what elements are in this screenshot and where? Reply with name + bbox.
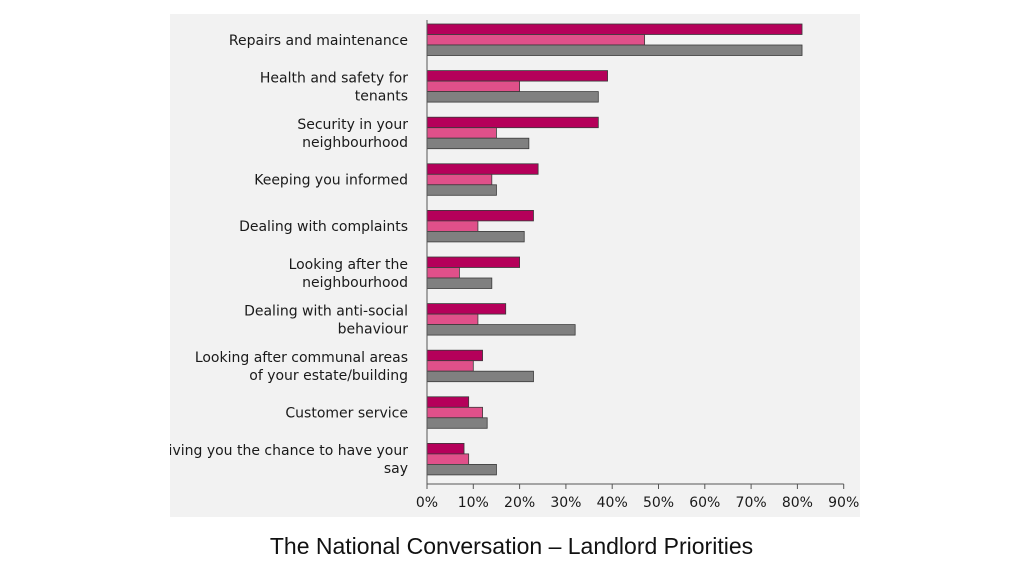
- bar-5-series-3: [426, 230, 525, 243]
- bar-7-series-2: [426, 313, 479, 326]
- bar-3-series-1: [426, 116, 599, 129]
- bar-2-series-1: [426, 70, 608, 82]
- category-label-5: Dealing with complaints: [239, 219, 408, 235]
- bar-6-series-2: [426, 267, 460, 279]
- bar-5-series-1: [426, 209, 534, 222]
- category-label-8-line-2: of your estate/building: [249, 368, 408, 384]
- category-label-6-line-2: neighbourhood: [302, 275, 408, 291]
- category-label-9: Customer service: [285, 406, 408, 422]
- bar-10-series-3: [426, 463, 497, 476]
- category-label-7-line-2: behaviour: [338, 321, 409, 337]
- x-tick-label-3: 20%: [504, 495, 535, 511]
- x-tick-label-5: 40%: [597, 495, 628, 511]
- bar-8-series-1: [426, 349, 483, 362]
- bar-4-series-3: [426, 184, 497, 196]
- category-label-10-line-1: Giving you the chance to have your: [170, 443, 408, 459]
- bar-9-series-2: [426, 406, 483, 419]
- bar-6-series-3: [426, 277, 493, 289]
- x-tick-label-8: 70%: [736, 495, 767, 511]
- bar-4-series-1: [426, 163, 539, 175]
- bar-10-series-1: [426, 442, 465, 455]
- bar-1-series-2: [426, 34, 646, 46]
- category-label-1: Repairs and maintenance: [229, 33, 408, 49]
- bar-9-series-3: [426, 417, 488, 429]
- x-tick-label-6: 50%: [643, 495, 674, 511]
- bar-8-series-3: [426, 370, 534, 383]
- x-tick-label-9: 80%: [782, 495, 813, 511]
- x-tick-label-1: 0%: [416, 495, 438, 511]
- bar-2-series-3: [426, 91, 599, 103]
- bar-8-series-2: [426, 360, 474, 372]
- bar-1-series-1: [426, 23, 803, 35]
- bar-2-series-2: [426, 80, 520, 92]
- bar-1-series-3: [426, 44, 803, 56]
- category-label-4: Keeping you informed: [254, 173, 408, 189]
- category-label-2-line-2: tenants: [355, 88, 408, 104]
- category-label-2-line-1: Health and safety for: [260, 70, 408, 86]
- bar-6-series-1: [426, 256, 520, 268]
- chart-panel: Repairs and maintenance Health and safety…: [170, 14, 860, 517]
- bar-5-series-2: [426, 220, 479, 232]
- x-tick-label-4: 30%: [550, 495, 581, 511]
- slide-caption: The National Conversation – Landlord Pri…: [269, 533, 754, 559]
- category-label-10-line-2: say: [384, 461, 408, 477]
- bar-7-series-1: [426, 303, 507, 315]
- category-label-3-line-1: Security in your: [297, 117, 408, 133]
- bar-4-series-2: [426, 173, 493, 186]
- x-tick-label-10: 90%: [828, 495, 859, 511]
- bar-chart: Repairs and maintenance Health and safety…: [170, 20, 859, 511]
- bar-7-series-3: [426, 324, 576, 336]
- category-label-8-line-1: Looking after communal areas: [195, 350, 408, 366]
- x-tick-label-2: 10%: [458, 495, 489, 511]
- bar-3-series-2: [426, 127, 497, 139]
- bar-9-series-1: [426, 396, 470, 408]
- bar-3-series-3: [426, 137, 530, 150]
- category-label-7-line-1: Dealing with anti-social: [244, 303, 408, 319]
- x-tick-label-7: 60%: [689, 495, 720, 511]
- bar-10-series-2: [426, 453, 470, 465]
- category-label-3-line-2: neighbourhood: [302, 135, 408, 151]
- category-label-6-line-1: Looking after the: [289, 257, 408, 273]
